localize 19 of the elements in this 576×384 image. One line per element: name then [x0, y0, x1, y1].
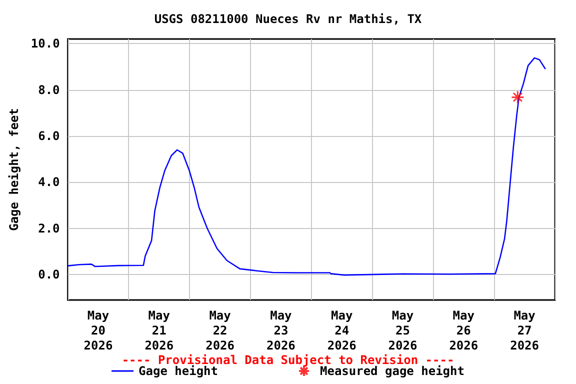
legend-label: Gage height — [138, 364, 218, 378]
chart-title: USGS 08211000 Nueces Rv nr Mathis, TX — [154, 12, 422, 26]
x-tick-label: May 20 2026 — [84, 308, 113, 352]
x-tick-label: May 26 2026 — [449, 308, 478, 352]
x-tick-label: May 25 2026 — [388, 308, 418, 352]
x-tick-label: May 27 2026 — [510, 308, 540, 352]
legend-label: Measured gage height — [320, 364, 464, 378]
x-tick-label: May 22 2026 — [206, 308, 234, 352]
y-tick-label: 10.0 — [30, 36, 60, 51]
y-axis-title: Gage height, feet — [7, 108, 21, 231]
x-tick-label: May 23 2026 — [266, 308, 296, 352]
y-tick-label: 4.0 — [38, 175, 60, 190]
y-tick-label: 8.0 — [38, 82, 60, 97]
y-tick-label: 2.0 — [38, 221, 60, 236]
y-tick-label: 6.0 — [38, 129, 60, 144]
line-series — [67, 57, 546, 276]
y-tick-label: 0.0 — [38, 268, 60, 282]
x-tick-label: May 24 2026 — [327, 308, 356, 352]
x-tick-label: May 21 2026 — [144, 308, 174, 352]
